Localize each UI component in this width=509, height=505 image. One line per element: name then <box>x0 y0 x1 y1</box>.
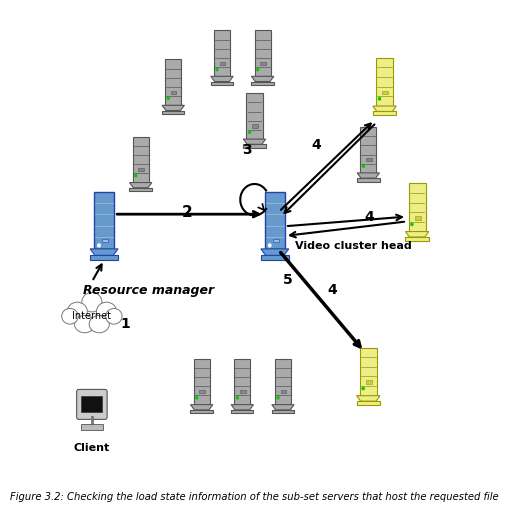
FancyBboxPatch shape <box>366 158 372 162</box>
FancyBboxPatch shape <box>409 183 426 232</box>
Text: 4: 4 <box>364 211 374 224</box>
FancyBboxPatch shape <box>214 30 230 76</box>
FancyBboxPatch shape <box>199 390 205 393</box>
Polygon shape <box>90 256 118 260</box>
Polygon shape <box>272 410 294 413</box>
Circle shape <box>269 244 271 247</box>
Text: Video cluster head: Video cluster head <box>295 240 412 250</box>
Polygon shape <box>231 405 253 410</box>
Circle shape <box>98 244 100 247</box>
FancyBboxPatch shape <box>240 390 245 393</box>
Polygon shape <box>129 188 152 191</box>
Text: 3: 3 <box>242 143 252 157</box>
Polygon shape <box>90 249 118 256</box>
Text: 4: 4 <box>328 283 337 297</box>
Polygon shape <box>373 106 397 112</box>
Ellipse shape <box>89 316 109 333</box>
Polygon shape <box>272 405 294 410</box>
Polygon shape <box>261 249 289 256</box>
FancyBboxPatch shape <box>77 389 107 419</box>
Circle shape <box>135 175 137 177</box>
FancyBboxPatch shape <box>80 424 103 430</box>
Polygon shape <box>129 182 152 188</box>
Circle shape <box>277 396 279 399</box>
Polygon shape <box>162 111 184 114</box>
Polygon shape <box>357 173 380 178</box>
FancyBboxPatch shape <box>280 390 286 393</box>
Polygon shape <box>243 139 266 144</box>
FancyBboxPatch shape <box>246 93 263 139</box>
Text: 4: 4 <box>312 138 321 152</box>
Polygon shape <box>373 112 397 115</box>
Text: 5: 5 <box>283 273 293 287</box>
Text: Internet: Internet <box>72 311 111 321</box>
Ellipse shape <box>67 302 88 321</box>
Circle shape <box>167 97 169 99</box>
Circle shape <box>257 68 259 71</box>
Circle shape <box>362 387 364 390</box>
FancyBboxPatch shape <box>360 347 377 396</box>
FancyBboxPatch shape <box>193 359 210 405</box>
Ellipse shape <box>97 302 117 321</box>
Polygon shape <box>190 410 213 413</box>
FancyBboxPatch shape <box>273 238 279 242</box>
Text: Resource manager: Resource manager <box>83 284 214 297</box>
FancyBboxPatch shape <box>102 238 108 242</box>
Ellipse shape <box>82 292 102 312</box>
FancyBboxPatch shape <box>81 396 102 413</box>
Polygon shape <box>357 396 380 401</box>
Circle shape <box>362 165 364 167</box>
FancyBboxPatch shape <box>366 380 372 384</box>
FancyBboxPatch shape <box>219 62 225 65</box>
FancyBboxPatch shape <box>382 90 388 94</box>
Ellipse shape <box>62 309 78 324</box>
FancyBboxPatch shape <box>254 30 271 76</box>
Circle shape <box>411 223 413 226</box>
Circle shape <box>237 396 238 399</box>
FancyBboxPatch shape <box>414 216 420 220</box>
FancyBboxPatch shape <box>171 90 177 94</box>
Polygon shape <box>261 256 289 260</box>
Polygon shape <box>190 405 213 410</box>
FancyBboxPatch shape <box>252 124 258 128</box>
FancyBboxPatch shape <box>165 60 181 106</box>
FancyBboxPatch shape <box>376 58 393 106</box>
Polygon shape <box>251 76 274 81</box>
FancyBboxPatch shape <box>234 359 250 405</box>
Polygon shape <box>231 410 253 413</box>
FancyBboxPatch shape <box>138 168 144 171</box>
Circle shape <box>196 396 198 399</box>
Polygon shape <box>211 76 233 81</box>
Circle shape <box>216 68 218 71</box>
FancyBboxPatch shape <box>94 191 114 249</box>
FancyBboxPatch shape <box>265 191 285 249</box>
FancyBboxPatch shape <box>360 127 377 173</box>
FancyBboxPatch shape <box>132 137 149 182</box>
Polygon shape <box>357 178 380 182</box>
Polygon shape <box>405 237 429 241</box>
Ellipse shape <box>105 309 122 324</box>
Ellipse shape <box>74 316 95 333</box>
FancyBboxPatch shape <box>275 359 291 405</box>
Text: Client: Client <box>74 443 110 453</box>
FancyBboxPatch shape <box>260 62 266 65</box>
Polygon shape <box>405 232 429 237</box>
Polygon shape <box>243 144 266 148</box>
Polygon shape <box>211 81 233 85</box>
Text: Figure 3.2: Checking the load state information of the sub-set servers that host: Figure 3.2: Checking the load state info… <box>10 492 499 502</box>
Text: 2: 2 <box>181 205 192 220</box>
Polygon shape <box>251 81 274 85</box>
Polygon shape <box>357 401 380 405</box>
Polygon shape <box>162 106 184 111</box>
Circle shape <box>378 97 381 100</box>
Text: 1: 1 <box>120 317 130 331</box>
Circle shape <box>248 131 250 133</box>
